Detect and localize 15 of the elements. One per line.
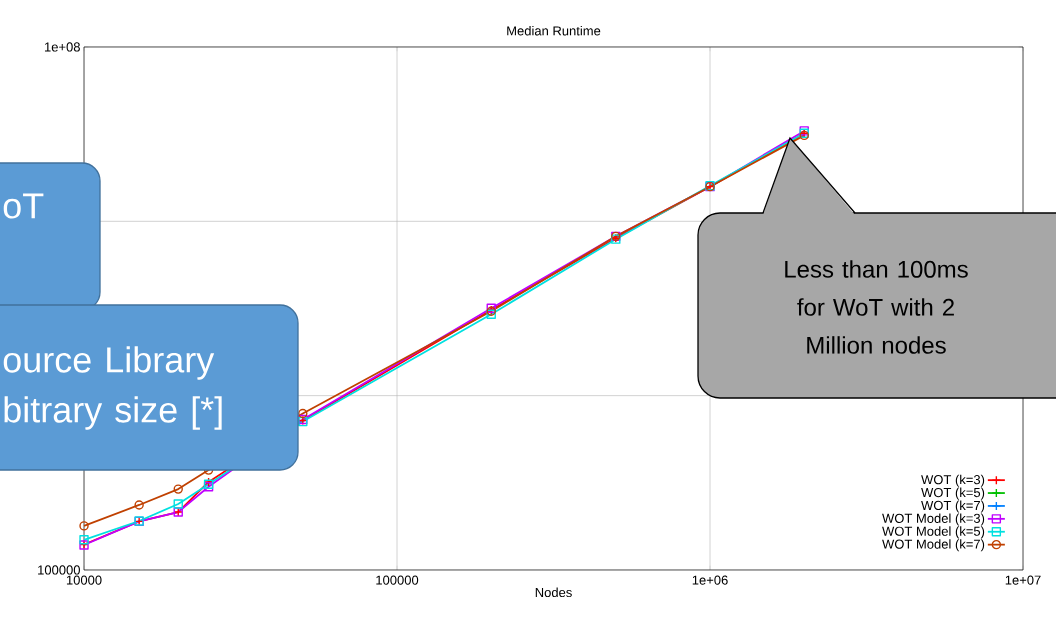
text: oT — [3, 193, 44, 219]
x-tick-label: 10000 — [66, 575, 102, 585]
x-tick-label: 100000 — [376, 575, 419, 585]
legend-label: WOT Model (k=5) — [882, 526, 985, 539]
chart-title: Median Runtime — [507, 25, 601, 36]
x-tick-label: 1e+06 — [692, 575, 728, 585]
legend-label: WOT Model (k=3) — [882, 513, 985, 526]
legend-label: WOT (k=3) — [921, 474, 985, 487]
legend-label: WOT Model (k=7) — [882, 539, 985, 552]
x-tick-label: 1e+07 — [1005, 575, 1041, 585]
legend-label: WOT (k=7) — [921, 500, 985, 513]
x-axis-title: Nodes — [535, 587, 572, 598]
y-tick-label: 1e+08 — [44, 42, 80, 52]
annotation: ource Library bitrary size [*] — [3, 346, 222, 430]
legend-label: WOT (k=5) — [921, 487, 985, 500]
